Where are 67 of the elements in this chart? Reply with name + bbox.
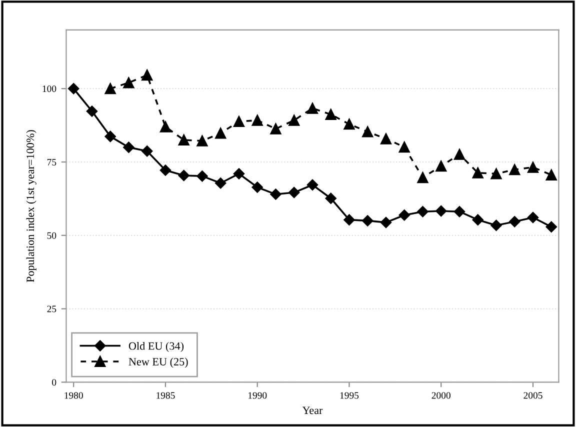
point	[214, 178, 226, 189]
point	[472, 167, 484, 178]
point	[362, 126, 374, 138]
point	[270, 188, 282, 200]
point	[325, 108, 336, 120]
x-tick-label: 1985	[156, 392, 175, 399]
point	[398, 210, 410, 221]
point	[436, 205, 447, 217]
y-tick-label: 50	[47, 232, 56, 239]
point	[380, 216, 392, 228]
point	[196, 135, 208, 146]
point	[104, 83, 116, 94]
point	[362, 215, 374, 226]
point	[417, 172, 428, 184]
point	[196, 170, 208, 182]
point	[509, 164, 520, 176]
x-tick-label: 1995	[340, 392, 359, 399]
y-tick-label: 25	[47, 306, 56, 312]
y-tick-label: 0	[52, 379, 56, 386]
point	[233, 116, 245, 128]
point	[527, 162, 539, 173]
point	[178, 170, 190, 182]
point	[215, 128, 226, 139]
point	[270, 123, 282, 134]
point	[252, 182, 263, 193]
point	[417, 206, 428, 218]
point	[509, 216, 520, 228]
point	[344, 118, 355, 130]
point	[288, 114, 300, 126]
point	[490, 220, 502, 232]
point	[306, 179, 318, 190]
point	[233, 168, 245, 180]
point	[86, 106, 98, 117]
point	[325, 192, 336, 204]
point	[546, 169, 557, 180]
point	[178, 134, 190, 146]
point	[123, 142, 134, 153]
x-axis-title: Year	[302, 406, 323, 414]
legend-label: New EU (25)	[128, 358, 188, 368]
x-tick-label: 1980	[64, 392, 83, 399]
point	[160, 121, 172, 132]
y-axis-title: Population index (1st year=100%)	[26, 130, 36, 282]
point	[160, 164, 172, 176]
point	[68, 82, 80, 94]
point	[104, 130, 116, 142]
point	[344, 214, 355, 226]
y-tick-label: 100	[42, 86, 56, 92]
legend-label: Old EU (34)	[128, 342, 184, 352]
x-tick-label: 2005	[524, 392, 542, 399]
point	[454, 148, 466, 160]
point	[436, 160, 447, 172]
point	[490, 168, 502, 180]
x-tick-label: 1990	[248, 392, 267, 399]
point	[288, 186, 300, 198]
point	[142, 70, 153, 81]
point	[252, 114, 263, 126]
point	[527, 212, 539, 224]
point	[546, 221, 557, 232]
point	[123, 77, 134, 88]
point	[380, 133, 392, 144]
y-tick-label: 75	[47, 159, 56, 166]
x-tick-label: 2000	[432, 392, 450, 399]
point	[454, 206, 466, 218]
point	[141, 146, 153, 157]
point	[306, 102, 318, 114]
point	[398, 141, 410, 153]
point	[472, 214, 484, 226]
